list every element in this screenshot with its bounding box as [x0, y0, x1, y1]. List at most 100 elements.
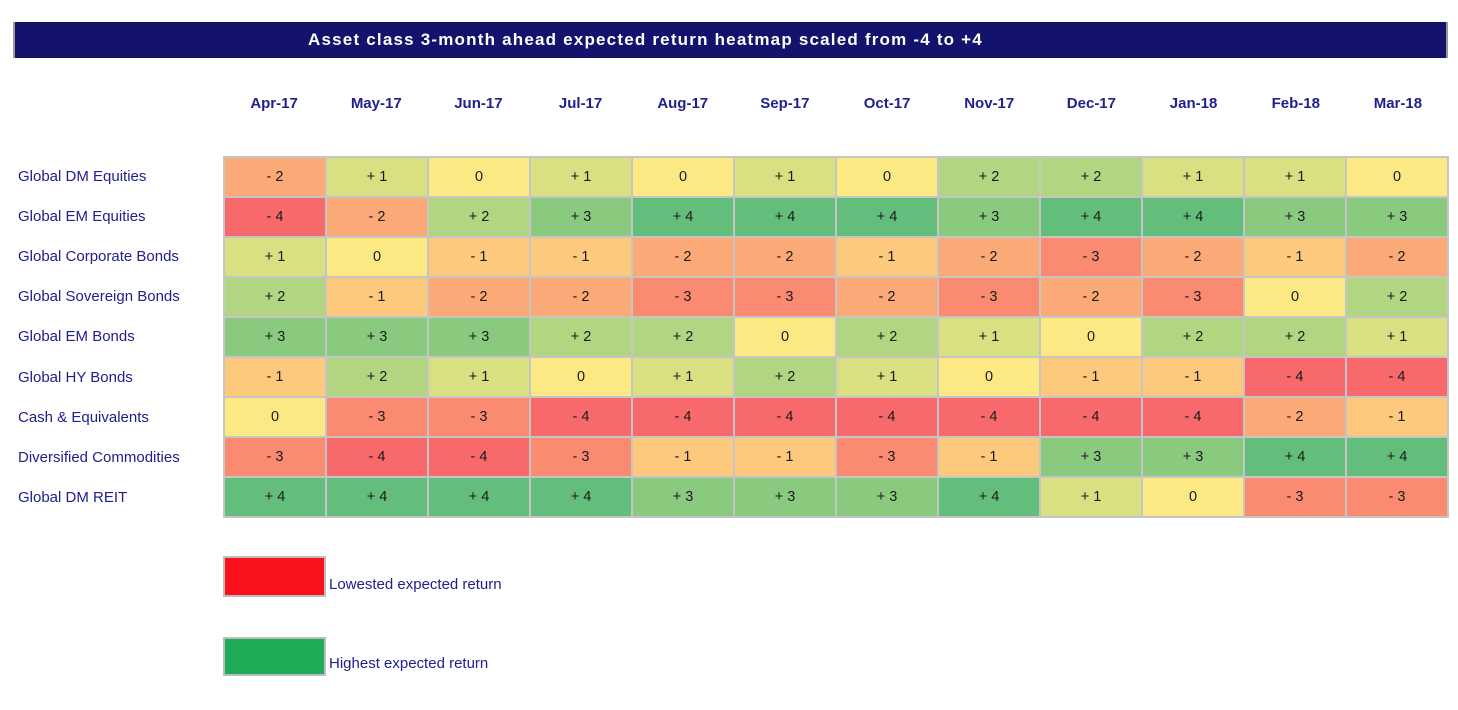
- heatmap-cell: + 4: [1347, 438, 1447, 476]
- heatmap-cell: + 3: [837, 478, 937, 516]
- heatmap-cell: - 4: [1245, 358, 1345, 396]
- heatmap-cell: + 2: [429, 198, 529, 236]
- heatmap-cell: + 4: [1041, 198, 1141, 236]
- heatmap-cell: - 3: [1245, 478, 1345, 516]
- heatmap-cell: - 2: [1347, 238, 1447, 276]
- heatmap-cell: - 3: [1041, 238, 1141, 276]
- heatmap-cell: - 2: [1143, 238, 1243, 276]
- heatmap-cell: - 4: [939, 398, 1039, 436]
- heatmap-cell: + 4: [225, 478, 325, 516]
- heatmap-cell: + 3: [1245, 198, 1345, 236]
- heatmap-cell: + 2: [1347, 278, 1447, 316]
- heatmap-cell: - 3: [1347, 478, 1447, 516]
- column-header: Jul-17: [558, 94, 603, 112]
- heatmap-cell: + 1: [939, 318, 1039, 356]
- column-header: Oct-17: [863, 94, 911, 112]
- legend-highest-label: Highest expected return: [329, 655, 489, 672]
- heatmap-cell: + 2: [735, 358, 835, 396]
- heatmap-cell: + 4: [531, 478, 631, 516]
- column-header: Feb-18: [1271, 94, 1320, 112]
- heatmap-cell: 0: [531, 358, 631, 396]
- column-header: Jan-18: [1169, 94, 1218, 112]
- heatmap-cell: 0: [735, 318, 835, 356]
- heatmap-cell: - 4: [225, 198, 325, 236]
- row-label: Global Corporate Bonds: [18, 248, 179, 266]
- heatmap-cell: + 2: [633, 318, 733, 356]
- column-header: Apr-17: [250, 94, 298, 112]
- heatmap-cell: + 2: [327, 358, 427, 396]
- heatmap-cell: + 4: [837, 198, 937, 236]
- heatmap-cell: - 4: [327, 438, 427, 476]
- legend-lowest-label: Lowested expected return: [329, 576, 502, 593]
- heatmap-cell: - 2: [633, 238, 733, 276]
- legend-lowest-swatch: [223, 556, 326, 597]
- heatmap-cell: + 3: [735, 478, 835, 516]
- heatmap-cell: + 4: [429, 478, 529, 516]
- heatmap-cell: - 1: [327, 278, 427, 316]
- heatmap-cell: - 2: [225, 158, 325, 196]
- heatmap-cell: - 2: [531, 278, 631, 316]
- heatmap-cell: - 3: [633, 278, 733, 316]
- heatmap-cell: - 2: [837, 278, 937, 316]
- heatmap-cell: 0: [225, 398, 325, 436]
- legend-item-highest: Highest expected return: [223, 637, 488, 676]
- title-bar: Asset class 3-month ahead expected retur…: [13, 22, 1448, 58]
- row-label: Global HY Bonds: [18, 368, 133, 386]
- row-labels: Global DM Equities Global EM Equities Glob…: [18, 156, 220, 518]
- column-header: Jun-17: [454, 94, 503, 112]
- heatmap-cell: - 3: [225, 438, 325, 476]
- heatmap-cell: + 4: [327, 478, 427, 516]
- column-header: Aug-17: [657, 94, 709, 112]
- heatmap-cell: - 2: [1245, 398, 1345, 436]
- heatmap-cell: - 1: [429, 238, 529, 276]
- row-label: Cash & Equivalents: [18, 408, 149, 426]
- heatmap-cell: - 1: [1347, 398, 1447, 436]
- row-label: Diversified Commodities: [18, 449, 180, 467]
- heatmap-cell: - 1: [939, 438, 1039, 476]
- heatmap-cell: + 4: [1245, 438, 1345, 476]
- heatmap-cell: + 3: [1347, 198, 1447, 236]
- heatmap-cell: - 4: [1347, 358, 1447, 396]
- heatmap-cell: 0: [633, 158, 733, 196]
- heatmap-cell: - 1: [735, 438, 835, 476]
- heatmap-cell: - 4: [429, 438, 529, 476]
- row-label: Global EM Bonds: [18, 328, 135, 346]
- heatmap-cell: - 1: [1245, 238, 1345, 276]
- heatmap-cell: + 2: [1245, 318, 1345, 356]
- heatmap-cell: + 3: [633, 478, 733, 516]
- heatmap-cell: + 4: [1143, 198, 1243, 236]
- row-label: Global DM REIT: [18, 489, 128, 507]
- heatmap-cell: + 3: [327, 318, 427, 356]
- legend-highest-swatch: [223, 637, 326, 676]
- heatmap-cell: - 3: [735, 278, 835, 316]
- row-label: Global EM Equities: [18, 207, 146, 225]
- heatmap-cell: + 4: [939, 478, 1039, 516]
- heatmap-cell: + 1: [1347, 318, 1447, 356]
- heatmap-cell: - 4: [531, 398, 631, 436]
- heatmap-cell: - 1: [1143, 358, 1243, 396]
- heatmap-cell: + 2: [1143, 318, 1243, 356]
- heatmap-cell: - 3: [939, 278, 1039, 316]
- heatmap-cell: + 2: [531, 318, 631, 356]
- heatmap-cell: - 1: [1041, 358, 1141, 396]
- heatmap-cell: 0: [1143, 478, 1243, 516]
- column-header: Mar-18: [1373, 94, 1423, 112]
- heatmap-cell: - 2: [429, 278, 529, 316]
- row-label: Global Sovereign Bonds: [18, 288, 180, 306]
- heatmap-cell: - 3: [531, 438, 631, 476]
- heatmap-cell: - 1: [837, 238, 937, 276]
- heatmap-cell: + 3: [1041, 438, 1141, 476]
- heatmap-cell: - 2: [327, 198, 427, 236]
- heatmap-cell: + 4: [735, 198, 835, 236]
- column-header: Nov-17: [964, 94, 1015, 112]
- heatmap-cell: + 1: [633, 358, 733, 396]
- heatmap-cell: - 1: [225, 358, 325, 396]
- heatmap-cell: - 2: [939, 238, 1039, 276]
- heatmap-cell: - 3: [1143, 278, 1243, 316]
- column-header: Dec-17: [1066, 94, 1116, 112]
- heatmap-cell: - 1: [633, 438, 733, 476]
- heatmap-cell: 0: [1041, 318, 1141, 356]
- heatmap-cell: + 1: [1245, 158, 1345, 196]
- heatmap-cell: 0: [939, 358, 1039, 396]
